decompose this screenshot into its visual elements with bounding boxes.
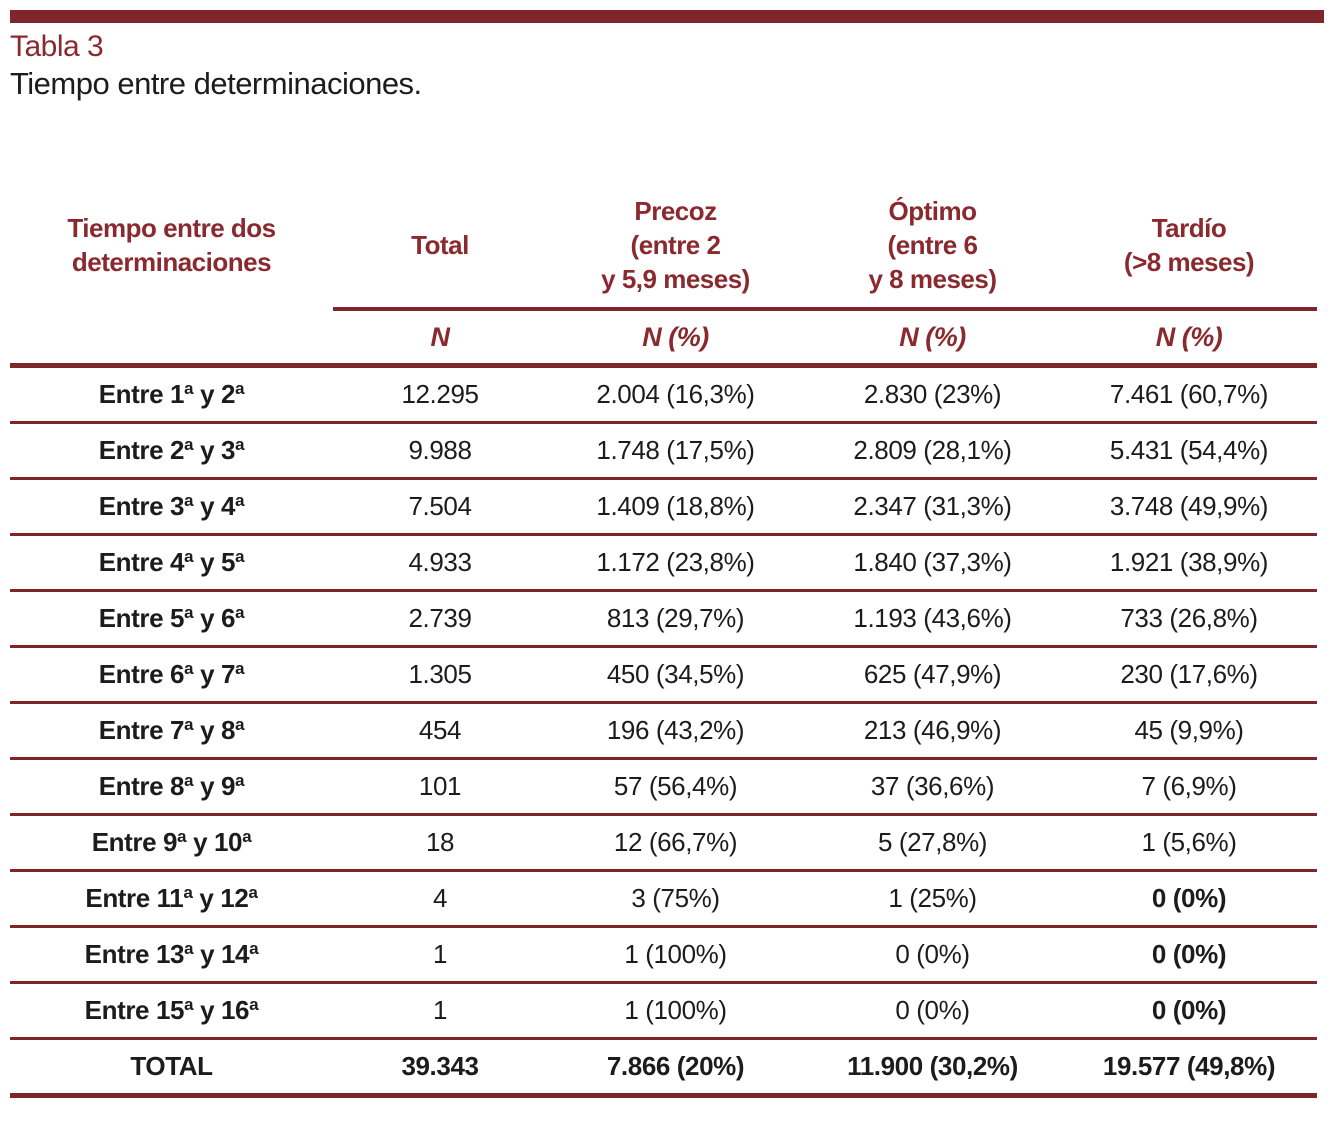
column-header-tardio: Tardío (>8 meses) [1123, 213, 1255, 277]
row-value: 1.840 (37,3%) [804, 536, 1061, 592]
row-value: 0 (0%) [1061, 984, 1317, 1040]
row-value: 3 (75%) [547, 872, 804, 928]
row-value: 12.295 [333, 368, 547, 424]
row-value: 5 (27,8%) [804, 816, 1061, 872]
row-value: 0 (0%) [804, 984, 1061, 1040]
row-value: 4.933 [333, 536, 547, 592]
row-value: 1 (5,6%) [1061, 816, 1317, 872]
row-value: 1.172 (23,8%) [547, 536, 804, 592]
subheader-n-precoz: N (%) [642, 321, 709, 352]
spacer-cell [10, 311, 333, 363]
row-label: Entre 6ª y 7ª [10, 648, 333, 704]
row-value: 1 (100%) [547, 984, 804, 1040]
row-value: 733 (26,8%) [1061, 592, 1317, 648]
header-underline [333, 307, 1317, 311]
row-value: 213 (46,9%) [804, 704, 1061, 760]
row-label: Entre 11ª y 12ª [10, 872, 333, 928]
row-value: 7.461 (60,7%) [1061, 368, 1317, 424]
row-value: 4 [333, 872, 547, 928]
row-value: 813 (29,7%) [547, 592, 804, 648]
total-value: 11.900 (30,2%) [804, 1040, 1061, 1098]
row-label: Entre 5ª y 6ª [10, 592, 333, 648]
row-value: 1 (100%) [547, 928, 804, 984]
row-value: 196 (43,2%) [547, 704, 804, 760]
row-label: Entre 4ª y 5ª [10, 536, 333, 592]
determinations-table: Tiempo entre dos determinaciones Total P… [10, 185, 1317, 1098]
row-value: 9.988 [333, 424, 547, 480]
row-value: 2.004 (16,3%) [547, 368, 804, 424]
row-value: 5.431 (54,4%) [1061, 424, 1317, 480]
column-header-optimo: Óptimo (entre 6 y 8 meses) [868, 196, 997, 294]
row-value: 37 (36,6%) [804, 760, 1061, 816]
total-value: 7.866 (20%) [547, 1040, 804, 1098]
row-value: 1.748 (17,5%) [547, 424, 804, 480]
row-value: 454 [333, 704, 547, 760]
row-value: 7.504 [333, 480, 547, 536]
column-header-total: Total [411, 230, 469, 261]
row-value: 0 (0%) [804, 928, 1061, 984]
row-label: Entre 2ª y 3ª [10, 424, 333, 480]
row-value: 2.347 (31,3%) [804, 480, 1061, 536]
table-caption: Tiempo entre determinaciones. [10, 66, 422, 101]
total-value: 19.577 (49,8%) [1061, 1040, 1317, 1098]
row-label: Entre 3ª y 4ª [10, 480, 333, 536]
row-value: 1.921 (38,9%) [1061, 536, 1317, 592]
row-value: 1 (25%) [804, 872, 1061, 928]
row-value: 230 (17,6%) [1061, 648, 1317, 704]
row-label: Entre 8ª y 9ª [10, 760, 333, 816]
row-value: 18 [333, 816, 547, 872]
subheader-n-tardio: N (%) [1155, 321, 1223, 352]
subheader-n-optimo: N (%) [899, 321, 966, 352]
row-value: 1.409 (18,8%) [547, 480, 804, 536]
row-value: 1.305 [333, 648, 547, 704]
row-value: 2.809 (28,1%) [804, 424, 1061, 480]
row-value: 1.193 (43,6%) [804, 592, 1061, 648]
total-value: 39.343 [333, 1040, 547, 1098]
header-bottom-rule [10, 363, 1317, 368]
row-label: Entre 1ª y 2ª [10, 368, 333, 424]
row-value: 57 (56,4%) [547, 760, 804, 816]
row-value: 45 (9,9%) [1061, 704, 1317, 760]
row-value: 1 [333, 984, 547, 1040]
row-label: Entre 15ª y 16ª [10, 984, 333, 1040]
row-label: Entre 13ª y 14ª [10, 928, 333, 984]
row-value: 625 (47,9%) [804, 648, 1061, 704]
row-value: 0 (0%) [1061, 872, 1317, 928]
row-label: Entre 7ª y 8ª [10, 704, 333, 760]
table-number-label: Tabla 3 [10, 30, 104, 63]
total-label: TOTAL [10, 1040, 333, 1098]
row-label: Entre 9ª y 10ª [10, 816, 333, 872]
subheader-n-total: N [430, 321, 451, 352]
top-accent-bar [10, 10, 1324, 23]
row-value: 1 [333, 928, 547, 984]
row-value: 3.748 (49,9%) [1061, 480, 1317, 536]
row-value: 12 (66,7%) [547, 816, 804, 872]
row-value: 2.830 (23%) [804, 368, 1061, 424]
row-value: 0 (0%) [1061, 928, 1317, 984]
row-value: 7 (6,9%) [1061, 760, 1317, 816]
row-value: 2.739 [333, 592, 547, 648]
column-header-row-label: Tiempo entre dos determinaciones [67, 213, 276, 277]
row-value: 450 (34,5%) [547, 648, 804, 704]
column-header-precoz: Precoz (entre 2 y 5,9 meses) [601, 196, 750, 294]
row-value: 101 [333, 760, 547, 816]
